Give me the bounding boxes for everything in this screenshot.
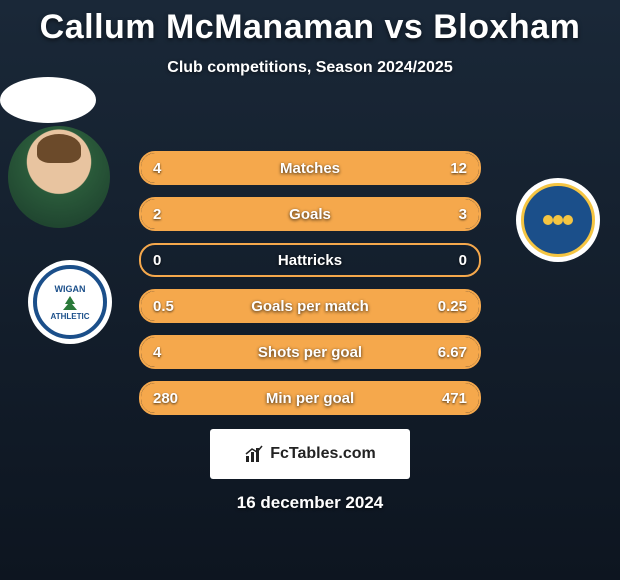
stat-label: Goals: [141, 206, 479, 223]
brand-card[interactable]: FcTables.com: [210, 429, 410, 479]
stat-row-goals: 2 Goals 3: [139, 197, 481, 231]
stat-label: Goals per match: [141, 298, 479, 315]
club-badge-left: WIGAN ATHLETIC: [28, 260, 112, 344]
subtitle: Club competitions, Season 2024/2025: [0, 59, 620, 77]
stat-right-value: 0.25: [438, 298, 467, 315]
stat-label: Min per goal: [141, 390, 479, 407]
player-left-photo: [8, 126, 110, 228]
chart-icon: [244, 444, 264, 464]
page-title: Callum McManaman vs Bloxham: [0, 0, 620, 47]
stats-container: 4 Matches 12 2 Goals 3 0 Hattricks 0 0.5…: [139, 151, 481, 415]
stat-label: Shots per goal: [141, 344, 479, 361]
face-placeholder: [8, 126, 110, 228]
stat-right-value: 6.67: [438, 344, 467, 361]
stat-right-value: 12: [450, 160, 467, 177]
club-badge-left-text2: ATHLETIC: [51, 312, 90, 321]
stat-label: Matches: [141, 160, 479, 177]
stat-right-value: 471: [442, 390, 467, 407]
stat-row-hattricks: 0 Hattricks 0: [139, 243, 481, 277]
stat-label: Hattricks: [141, 252, 479, 269]
club-badge-left-text1: WIGAN: [55, 284, 86, 294]
player-right-photo: [0, 77, 96, 123]
club-badge-right: [516, 178, 600, 262]
stat-row-shots-per-goal: 4 Shots per goal 6.67: [139, 335, 481, 369]
club-badge-right-inner: [521, 183, 595, 257]
lions-icon: [538, 210, 578, 230]
stat-right-value: 0: [459, 252, 467, 269]
tree-icon: [59, 294, 81, 312]
brand-text: FcTables.com: [270, 445, 376, 463]
stat-row-goals-per-match: 0.5 Goals per match 0.25: [139, 289, 481, 323]
club-badge-left-inner: WIGAN ATHLETIC: [33, 265, 107, 339]
comparison-card: Callum McManaman vs Bloxham Club competi…: [0, 0, 620, 580]
stat-right-value: 3: [459, 206, 467, 223]
footer-date: 16 december 2024: [0, 493, 620, 513]
stat-row-min-per-goal: 280 Min per goal 471: [139, 381, 481, 415]
stat-row-matches: 4 Matches 12: [139, 151, 481, 185]
